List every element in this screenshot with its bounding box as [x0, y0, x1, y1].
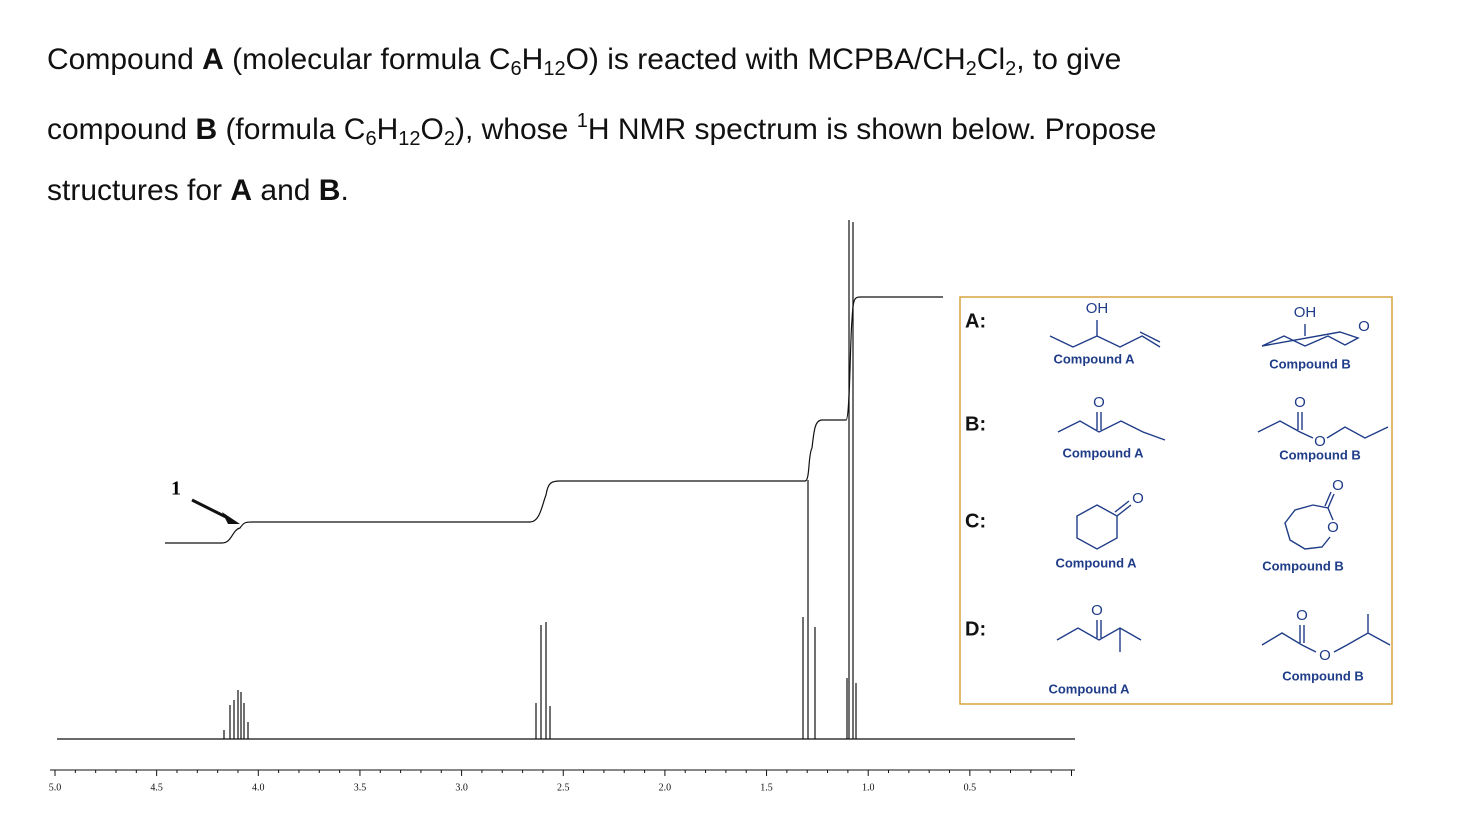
text-run: compound	[47, 113, 196, 146]
compound-label: Compound B	[1279, 447, 1361, 462]
x-ticks: 5.0 4.5 4.0 3.5 3.0 2.5 2.0 1.5 1.0 0.5	[49, 770, 1072, 793]
structure: O Compound A	[1055, 490, 1143, 570]
text-run: 2	[443, 128, 455, 150]
tick-label: 2.5	[557, 782, 570, 793]
text-run: 2	[965, 58, 977, 80]
structure: O Compound A	[1057, 394, 1166, 460]
text-run: 6	[365, 128, 377, 150]
text-run: 1	[576, 110, 588, 132]
spectrum-trace	[57, 220, 1075, 740]
text-run: Compound	[47, 43, 203, 76]
tick-label: 2.0	[659, 782, 672, 793]
structure: O O Compound B	[1261, 607, 1391, 683]
tick-label: 3.0	[455, 782, 468, 793]
annotation: 1	[171, 478, 181, 500]
text-run: A	[202, 43, 224, 76]
atom-label: O	[1327, 519, 1339, 536]
text-run: H	[376, 113, 399, 146]
text-run: O) is reacted with MCPBA/CH	[565, 43, 966, 76]
atom-label: OH	[1086, 300, 1109, 317]
text-run: H NMR spectrum is shown below. Propose	[587, 113, 1157, 146]
option-letter: A:	[965, 310, 986, 332]
atom-label: O	[1132, 490, 1144, 507]
compound-label: Compound B	[1282, 668, 1364, 683]
text-run: , to give	[1016, 43, 1122, 76]
tick-label: 4.0	[252, 782, 265, 793]
compound-label: Compound B	[1262, 558, 1344, 573]
atom-label: O	[1093, 394, 1105, 411]
question: Compound A (molecular formula C6H12O) is…	[47, 34, 1156, 217]
atom-label: O	[1296, 607, 1308, 624]
tick-label: 1.5	[760, 782, 773, 793]
options-box	[959, 296, 1393, 705]
atom-label: O	[1319, 647, 1331, 664]
question-line: Compound A (molecular formula C6H12O) is…	[47, 34, 1156, 95]
text-run: 2	[1005, 58, 1017, 80]
compound-label: Compound A	[1055, 555, 1137, 570]
text-run: O	[420, 113, 444, 146]
text-run: B	[195, 113, 218, 146]
text-run: H	[521, 43, 544, 76]
text-run: 12	[543, 58, 566, 80]
compound-label: Compound A	[1062, 445, 1144, 460]
tick-label: 1.0	[862, 782, 875, 793]
atom-label: O	[1358, 318, 1370, 335]
atom-label: O	[1332, 477, 1344, 494]
option-letter: D:	[965, 618, 986, 640]
structure: OH Compound A	[1049, 300, 1161, 366]
tick-label: 4.5	[150, 782, 163, 793]
compound-label: Compound B	[1269, 356, 1351, 371]
compound-label: Compound A	[1053, 351, 1135, 366]
compound-label: Compound A	[1048, 681, 1130, 696]
atom-label: O	[1294, 394, 1306, 411]
text-run: 12	[398, 128, 421, 150]
text-run: and	[252, 174, 319, 207]
tick-label: 0.5	[964, 782, 977, 793]
structure: O O Compound B	[1262, 477, 1344, 573]
text-run: B	[318, 174, 341, 207]
atom-label: O	[1091, 602, 1103, 619]
text-run: 6	[510, 58, 522, 80]
arrow	[191, 498, 229, 520]
integral-curve	[165, 296, 943, 544]
atom-label: OH	[1294, 304, 1317, 321]
option-letter: B:	[965, 413, 986, 435]
text-run: Cl	[976, 43, 1006, 76]
text-run: .	[340, 174, 349, 207]
tick-label: 5.0	[49, 782, 62, 793]
text-run: (molecular formula C	[223, 43, 511, 76]
text-run: ), whose	[454, 113, 577, 146]
arrow-head	[222, 512, 240, 524]
structure: O O Compound B	[1257, 394, 1389, 462]
question-line: compound B (formula C6H12O2), whose 1H N…	[47, 95, 1156, 165]
atom-label: O	[1314, 433, 1326, 450]
text-run: (formula C	[217, 113, 366, 146]
text-run: A	[230, 174, 253, 207]
question-line: structures for A and B.	[47, 165, 1156, 217]
structure: O Compound A	[1048, 602, 1142, 696]
text-run: structures for	[47, 174, 231, 207]
structure: OH O Compound B	[1261, 304, 1370, 371]
option-letter: C:	[965, 510, 986, 532]
tick-label: 3.5	[354, 782, 367, 793]
